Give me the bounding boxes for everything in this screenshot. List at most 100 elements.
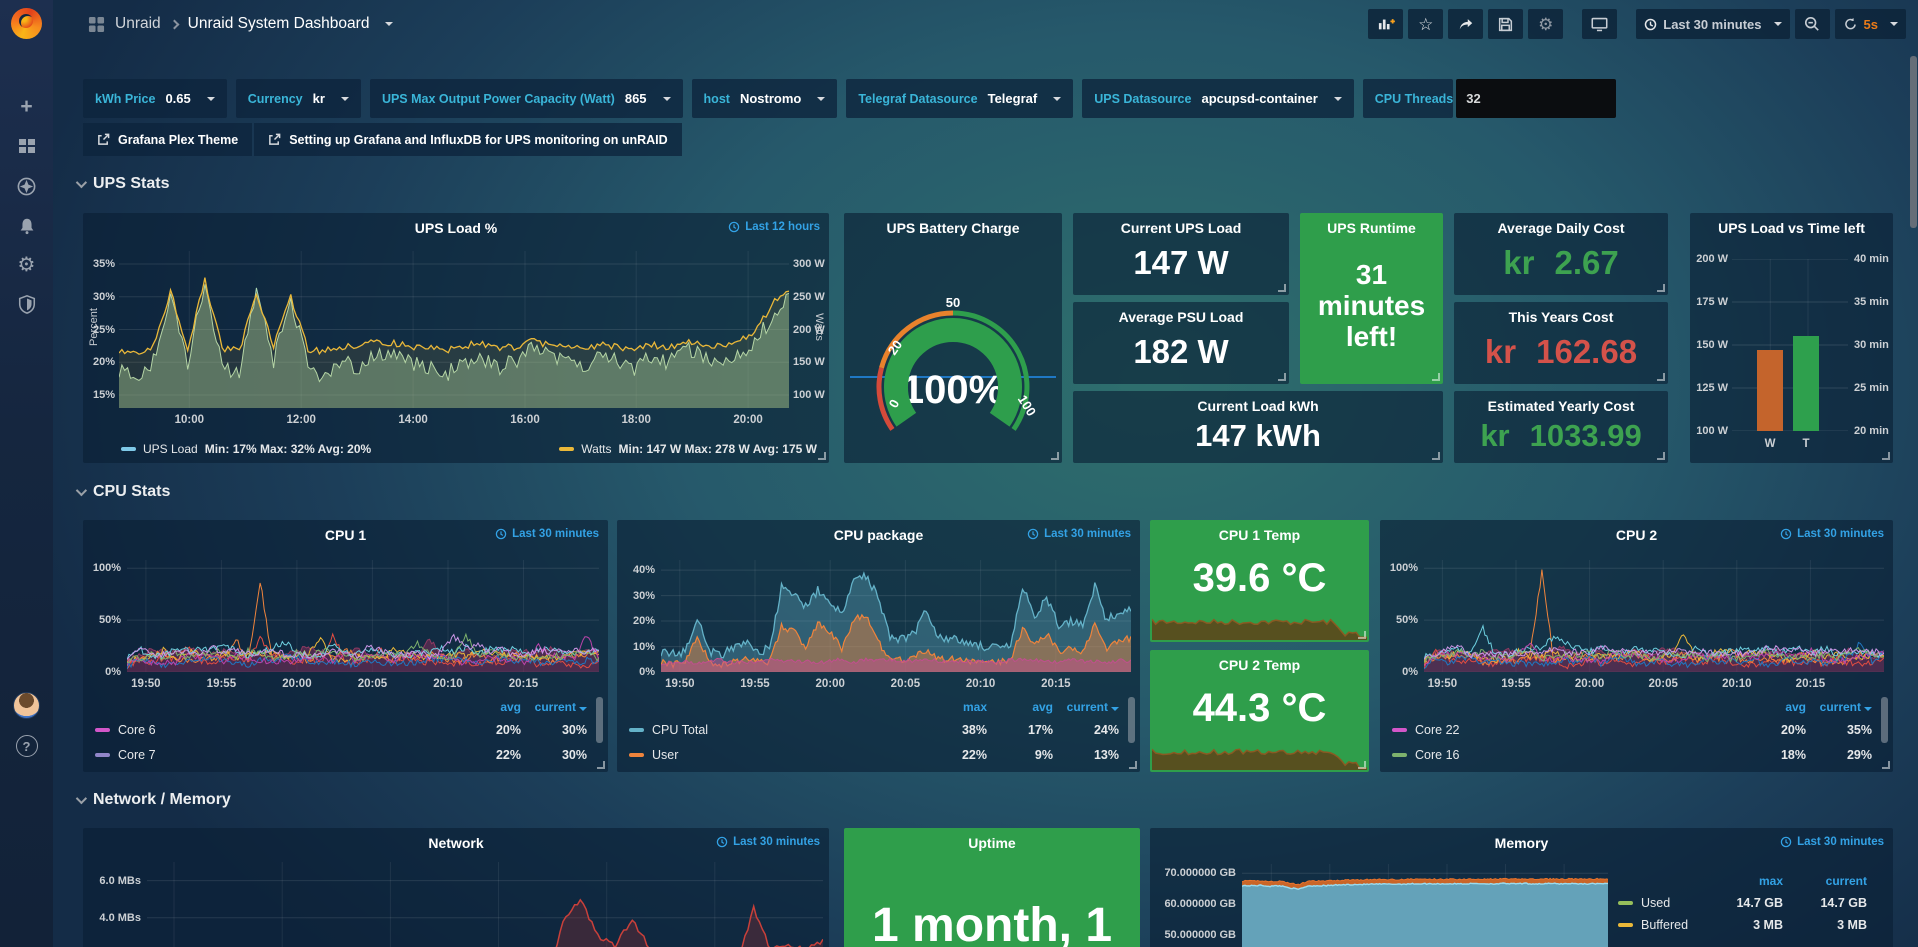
dashboards-icon[interactable] <box>0 128 53 164</box>
variable-currency[interactable]: Currencykr <box>236 79 361 118</box>
variable-ups-max-output[interactable]: UPS Max Output Power Capacity (Watt)865 <box>370 79 683 118</box>
zoom-out-button[interactable] <box>1795 9 1830 39</box>
legend-col-avg[interactable]: avg <box>455 700 521 714</box>
add-icon[interactable]: + <box>0 88 53 124</box>
link-grafana-plex-theme[interactable]: Grafana Plex Theme <box>83 123 252 156</box>
variable-ups-datasource[interactable]: UPS Datasourceapcupsd-container <box>1082 79 1354 118</box>
section-cpu-stats[interactable]: CPU Stats <box>76 483 170 501</box>
sort-caret-icon <box>1864 707 1872 711</box>
grafana-logo-icon[interactable] <box>11 8 42 39</box>
star-button[interactable]: ☆ <box>1408 9 1443 39</box>
add-panel-button[interactable] <box>1368 9 1403 39</box>
axis-tick: 19:55 <box>196 677 246 691</box>
legend-row[interactable]: Buffered3 MB3 MB <box>1618 914 1881 936</box>
alerting-icon[interactable] <box>0 208 53 244</box>
legend-row[interactable]: Core 620%30% <box>95 717 601 742</box>
panel-time-range[interactable]: Last 30 minutes <box>1780 836 1884 848</box>
legend-row[interactable]: CPU Total38%17%24% <box>629 717 1133 742</box>
sparkline-svg <box>1152 610 1367 640</box>
legend-swatch <box>1392 728 1407 732</box>
panel-ups-runtime: UPS Runtime 31 minutes left! <box>1300 213 1443 384</box>
panel-memory-graph: Memory Last 30 minutes maxcurrent Used14… <box>1150 828 1893 947</box>
variable-telegraf-datasource[interactable]: Telegraf DatasourceTelegraf <box>846 79 1073 118</box>
help-icon[interactable]: ? <box>0 728 53 764</box>
panel-time-range[interactable]: Last 30 minutes <box>1780 528 1884 540</box>
apps-grid-icon[interactable] <box>88 16 105 33</box>
stat-value: 147 kWh <box>1073 417 1443 463</box>
panel-time-range[interactable]: Last 30 minutes <box>716 836 820 848</box>
link-ups-monitoring-guide[interactable]: Setting up Grafana and InfluxDB for UPS … <box>254 123 681 156</box>
sort-caret-icon <box>579 707 587 711</box>
refresh-button[interactable]: 5s <box>1835 9 1906 39</box>
legend-name: Watts <box>581 442 611 456</box>
variable-kwh-price[interactable]: kWh Price0.65 <box>83 79 227 118</box>
axis-tick: 0% <box>83 665 121 679</box>
axis-tick: 100% <box>1380 561 1418 575</box>
panel-title[interactable]: Estimated Yearly Cost <box>1454 391 1668 417</box>
legend-swatch <box>559 447 574 451</box>
panel-title[interactable]: Average Daily Cost <box>1454 213 1668 239</box>
refresh-interval-label[interactable]: 5s <box>1864 17 1878 32</box>
configuration-icon[interactable]: ⚙ <box>0 247 53 283</box>
panel-title[interactable]: Current Load kWh <box>1073 391 1443 417</box>
legend-col-avg[interactable]: avg <box>1740 700 1806 714</box>
panel-title[interactable]: CPU 2 Temp <box>1150 650 1369 676</box>
save-button[interactable] <box>1488 9 1523 39</box>
legend-row[interactable]: User22%9%13% <box>629 742 1133 767</box>
share-button[interactable] <box>1448 9 1483 39</box>
user-avatar[interactable] <box>0 687 53 723</box>
section-network-memory[interactable]: Network / Memory <box>76 791 231 809</box>
legend-row[interactable]: Core 722%30% <box>95 742 601 767</box>
legend-row[interactable]: Used14.7 GB14.7 GB <box>1618 892 1881 914</box>
chart-svg <box>127 560 599 672</box>
server-admin-icon[interactable] <box>0 286 53 322</box>
legend-avg: 18% <box>1740 748 1806 762</box>
panel-title[interactable]: UPS Battery Charge <box>844 213 1062 239</box>
panel-title[interactable]: This Years Cost <box>1454 302 1668 328</box>
legend-col-current[interactable]: current <box>1783 874 1867 888</box>
time-range-picker[interactable]: Last 30 minutes <box>1636 9 1789 39</box>
section-ups-stats[interactable]: UPS Stats <box>76 175 169 193</box>
legend-col-current[interactable]: current <box>1053 700 1119 714</box>
panel-time-range[interactable]: Last 12 hours <box>728 221 820 233</box>
dashboard-links-row: Grafana Plex Theme Setting up Grafana an… <box>83 123 682 156</box>
legend-scrollbar[interactable] <box>596 697 603 743</box>
panel-title[interactable]: UPS Load vs Time left <box>1690 213 1893 239</box>
panel-title[interactable]: Average PSU Load <box>1073 302 1289 328</box>
legend-scrollbar[interactable] <box>1128 697 1135 743</box>
panel-time-range[interactable]: Last 30 minutes <box>1027 528 1131 540</box>
chart-svg <box>1424 560 1884 672</box>
page-scrollbar[interactable] <box>1910 56 1917 228</box>
cycle-view-button[interactable] <box>1582 9 1617 39</box>
refresh-icon <box>1843 17 1858 32</box>
variable-host[interactable]: hostNostromo <box>692 79 838 118</box>
legend-col-avg[interactable]: avg <box>987 700 1053 714</box>
dashboard-settings-button[interactable]: ⚙ <box>1528 9 1563 39</box>
panel-title[interactable]: CPU 1 Temp <box>1150 520 1369 546</box>
clock-icon <box>716 836 728 848</box>
cpu-threads-input[interactable]: 32 <box>1456 79 1616 118</box>
legend-row[interactable]: Core 2220%35% <box>1392 717 1886 742</box>
panel-title[interactable]: UPS Runtime <box>1300 213 1443 239</box>
variable-label: UPS Datasource <box>1094 92 1191 106</box>
legend-scrollbar[interactable] <box>1881 697 1888 743</box>
legend-current: 13% <box>1053 748 1119 762</box>
panel-title[interactable]: Uptime <box>844 828 1140 854</box>
save-icon <box>1498 17 1513 32</box>
chevron-down-icon[interactable] <box>385 22 393 26</box>
legend-item[interactable]: UPS LoadMin: 17% Max: 32% Avg: 20% <box>121 442 371 456</box>
legend-col-max[interactable]: max <box>921 700 987 714</box>
legend-col-current[interactable]: current <box>1806 700 1872 714</box>
panel-time-range[interactable]: Last 30 minutes <box>495 528 599 540</box>
breadcrumb-dashboard-title[interactable]: Unraid System Dashboard <box>188 15 370 33</box>
legend-col-max[interactable]: max <box>1699 874 1783 888</box>
legend-col-current[interactable]: current <box>521 700 587 714</box>
legend-row[interactable]: Core 1618%29% <box>1392 742 1886 767</box>
explore-icon[interactable] <box>0 168 53 204</box>
legend-item[interactable]: WattsMin: 147 W Max: 278 W Avg: 175 W <box>559 442 817 456</box>
panel-title[interactable]: UPS Load % <box>83 213 829 239</box>
panel-title[interactable]: Current UPS Load <box>1073 213 1289 239</box>
breadcrumb-app[interactable]: Unraid <box>115 15 161 33</box>
legend-header: maxcurrent <box>1618 870 1881 892</box>
chart-svg <box>1732 259 1848 431</box>
